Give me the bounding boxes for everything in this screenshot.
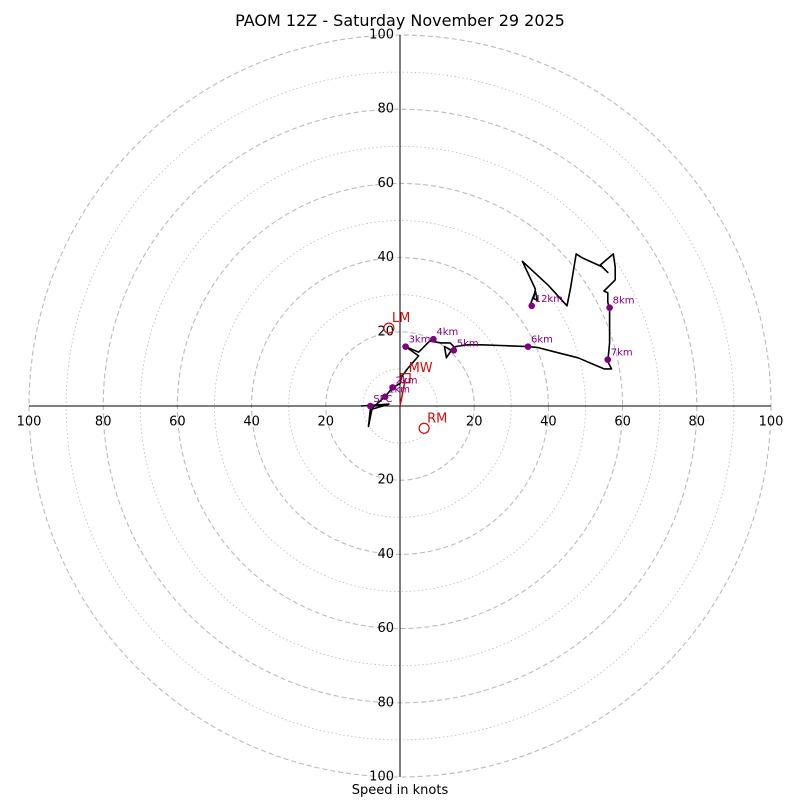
storm-motion-label-lm: LM: [392, 311, 410, 326]
chart-title: PAOM 12Z - Saturday November 29 2025: [235, 11, 565, 30]
storm-motion: LM RM MW: [383, 311, 447, 434]
tick-label-y-down: 20: [377, 473, 394, 488]
tick-label-y-up: 40: [377, 250, 394, 265]
height-marker-1km: [381, 393, 389, 401]
tick-label-x-right: 40: [540, 415, 557, 430]
height-label-6km: 6km: [531, 335, 553, 346]
height-label-4km: 4km: [436, 327, 458, 338]
storm-motion-label-rm: RM: [427, 411, 447, 426]
height-marker-6km: [524, 343, 532, 350]
tick-label-y-up: 60: [377, 176, 394, 191]
height-label-1km: 1km: [388, 385, 410, 396]
storm-motion-label-mw: MW: [409, 361, 433, 376]
height-marker-8km: [606, 304, 613, 311]
tick-label-x-right: 60: [614, 415, 631, 430]
height-label-sfc: SFC: [373, 394, 392, 405]
mean-wind-marker: [400, 373, 411, 384]
tick-label-y-down: 100: [369, 770, 394, 785]
tick-label-y-down: 40: [377, 547, 394, 562]
height-marker-4km: [430, 335, 437, 343]
tick-label-x-left: 80: [95, 415, 112, 430]
height-label-8km: 8km: [613, 296, 635, 307]
tick-label-x-right: 20: [466, 415, 483, 430]
height-label-12km: 12km: [535, 294, 563, 305]
x-axis-label: Speed in knots: [351, 783, 449, 798]
hodograph-line: [360, 253, 617, 428]
height-label-7km: 7km: [611, 348, 633, 359]
tick-label-x-left: 40: [243, 415, 260, 430]
height-marker-2km: [389, 384, 396, 391]
height-label-2km: 2km: [396, 375, 418, 386]
storm-motion-marker-rm: [418, 422, 430, 434]
tick-label-x-left: 20: [318, 415, 335, 430]
tick-label-y-up: 100: [369, 28, 394, 43]
hodograph-trace: [360, 253, 617, 428]
tick-label-x-right: 80: [689, 415, 706, 430]
height-marker-sfc: [367, 402, 374, 410]
height-marker-3km: [402, 343, 409, 350]
tick-label-x-left: 60: [169, 415, 186, 430]
tick-label-y-down: 60: [377, 621, 394, 636]
height-label-5km: 5km: [457, 338, 479, 349]
storm-motion-marker-lm: [383, 322, 395, 334]
tick-label-x-left: 100: [17, 415, 42, 430]
height-marker-5km: [450, 347, 458, 354]
height-label-3km: 3km: [409, 335, 431, 346]
tick-labels: 2020202040404040606060608080808010010010…: [17, 28, 784, 785]
height-marker-7km: [604, 356, 612, 363]
tick-label-x-right: 100: [759, 415, 784, 430]
tick-label-y-down: 80: [377, 695, 394, 710]
tick-label-y-up: 80: [377, 102, 394, 117]
height-marker-12km: [528, 302, 536, 310]
